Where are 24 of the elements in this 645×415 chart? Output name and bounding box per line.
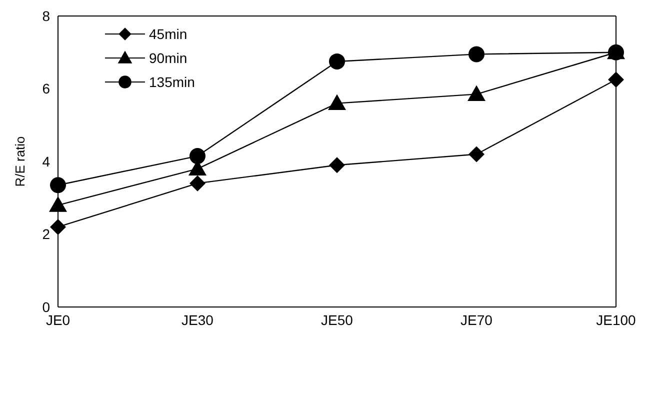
y-tick-label: 6: [42, 80, 50, 97]
y-tick-label: 4: [42, 153, 50, 170]
legend-label: 45min: [149, 26, 188, 42]
legend-label: 90min: [149, 50, 188, 66]
x-tick-label: JE100: [596, 312, 636, 328]
x-tick-label: JE30: [182, 312, 214, 328]
point: [468, 85, 486, 101]
point: [190, 175, 206, 192]
x-tick-label: JE50: [321, 312, 354, 328]
y-tick-label: 8: [42, 8, 50, 24]
x-tick-label: JE70: [460, 312, 493, 328]
point: [468, 46, 484, 62]
y-tick-label: 2: [42, 226, 50, 242]
point: [328, 94, 346, 110]
point: [329, 157, 345, 174]
point: [50, 218, 66, 235]
point: [329, 53, 345, 70]
point: [608, 72, 624, 88]
point: [50, 177, 66, 194]
y-axis-title: R/E ratio: [12, 136, 28, 187]
point: [190, 148, 206, 164]
point: [468, 146, 484, 162]
legend-label: 135min: [149, 74, 195, 90]
point: [49, 196, 67, 212]
